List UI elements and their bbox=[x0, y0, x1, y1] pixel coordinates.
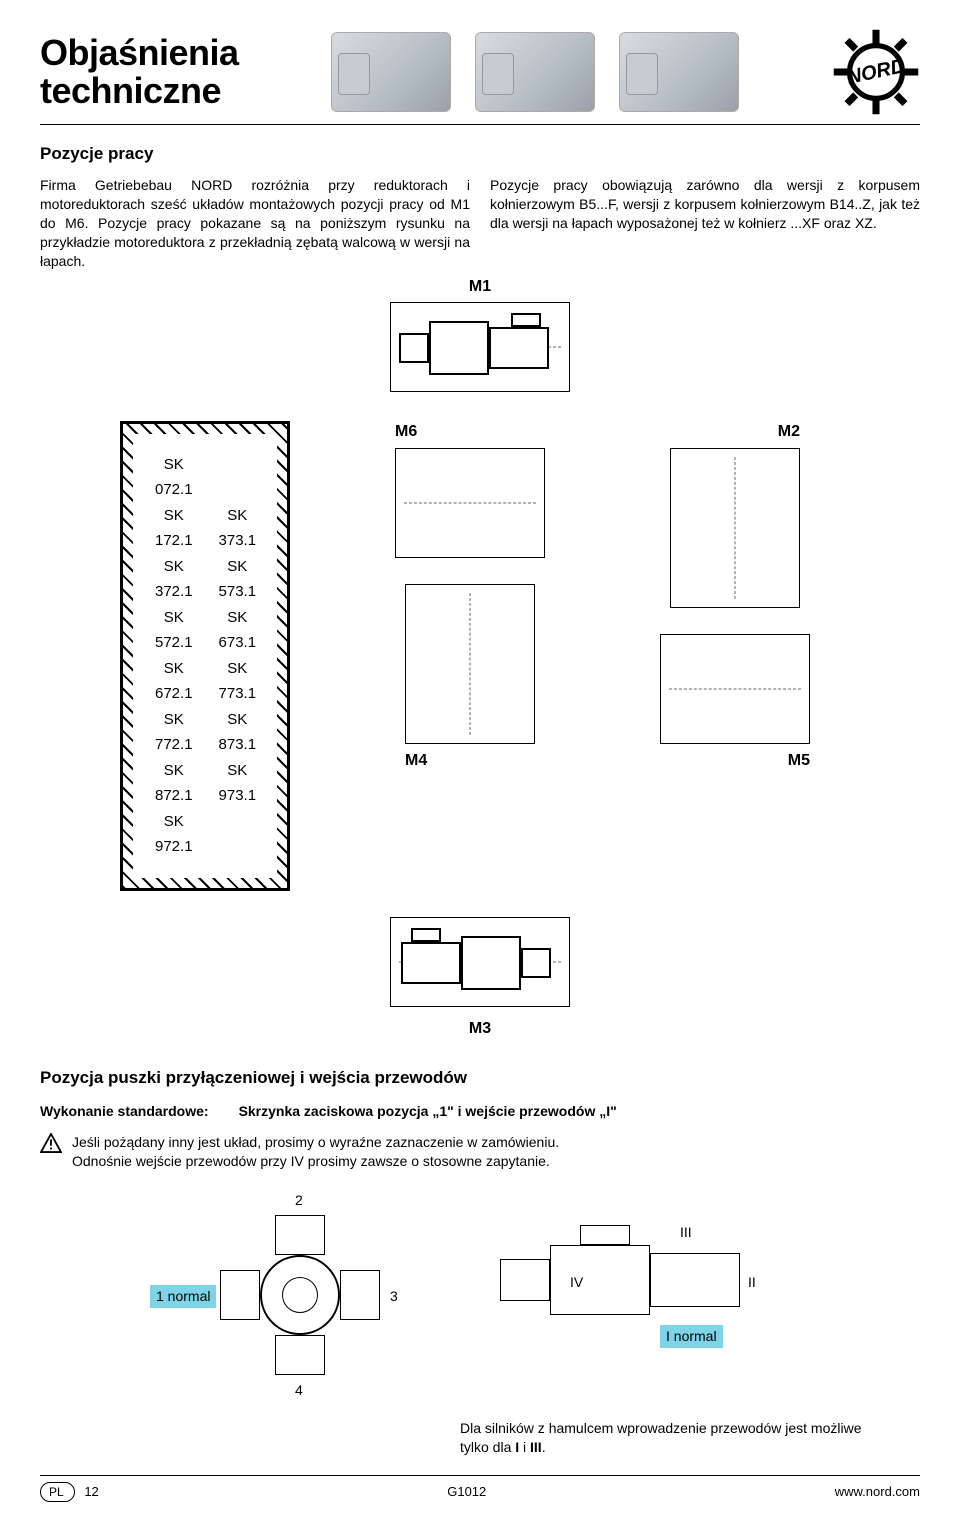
position-label-m6: M6 bbox=[395, 421, 545, 443]
product-image bbox=[475, 32, 595, 112]
page-number: 12 bbox=[84, 1484, 98, 1499]
sk-list-col2: SK 373.1SK 573.1SK 673.1SK 773.1SK 873.1… bbox=[219, 503, 257, 860]
cable-entry-3: III bbox=[680, 1223, 692, 1242]
sk-model-box: SK 072.1SK 172.1SK 372.1SK 572.1SK 672.1… bbox=[120, 421, 290, 891]
website-url: www.nord.com bbox=[835, 1483, 920, 1501]
sk-item: SK 672.1 bbox=[155, 656, 193, 707]
sk-item: SK 673.1 bbox=[219, 605, 257, 656]
position-label-m3: M3 bbox=[40, 1018, 920, 1040]
position-label-m4: M4 bbox=[405, 750, 535, 772]
sk-item: SK 573.1 bbox=[219, 554, 257, 605]
cable-entry-positions: III II IV I normal bbox=[480, 1185, 780, 1405]
section-title: Pozycje pracy bbox=[40, 143, 920, 166]
nord-logo: NORD bbox=[832, 28, 920, 116]
page-title-line1: Objaśnienia bbox=[40, 34, 239, 72]
diagram-m5 bbox=[660, 634, 810, 744]
cable-entry-4: IV bbox=[570, 1273, 583, 1292]
sk-list-col1: SK 072.1SK 172.1SK 372.1SK 572.1SK 672.1… bbox=[155, 452, 193, 860]
cable-entry-2: II bbox=[748, 1273, 756, 1292]
warning-text: Jeśli pożądany inny jest układ, prosimy … bbox=[72, 1133, 559, 1171]
sk-item: SK 973.1 bbox=[219, 758, 257, 809]
sk-item: SK 373.1 bbox=[219, 503, 257, 554]
position-label-m1: M1 bbox=[40, 276, 920, 298]
diagram-m6 bbox=[395, 448, 545, 558]
footer-note: Dla silników z hamulcem wprowadzenie prz… bbox=[460, 1419, 880, 1457]
standard-exec-value: Skrzynka zaciskowa pozycja „1" i wejście… bbox=[239, 1102, 617, 1121]
sk-item: SK 773.1 bbox=[219, 656, 257, 707]
section2-title: Pozycja puszki przyłączeniowej i wejścia… bbox=[40, 1067, 920, 1090]
terminal-pos-3: 3 bbox=[390, 1287, 398, 1306]
diagram-m1 bbox=[390, 302, 570, 392]
terminal-pos-2: 2 bbox=[295, 1191, 303, 1210]
divider bbox=[40, 124, 920, 125]
terminal-pos-4: 4 bbox=[295, 1381, 303, 1400]
sk-item: SK 072.1 bbox=[155, 452, 193, 503]
intro-paragraph-right: Pozycje pracy obowiązują zarówno dla wer… bbox=[490, 176, 920, 270]
page-title-line2: techniczne bbox=[40, 72, 239, 110]
divider bbox=[40, 1475, 920, 1476]
sk-item: SK 972.1 bbox=[155, 809, 193, 860]
sk-item: SK 872.1 bbox=[155, 758, 193, 809]
sk-item: SK 873.1 bbox=[219, 707, 257, 758]
sk-item: SK 172.1 bbox=[155, 503, 193, 554]
terminal-pos-1-normal: 1 normal bbox=[150, 1285, 216, 1308]
sk-item: SK 372.1 bbox=[155, 554, 193, 605]
sk-item: SK 572.1 bbox=[155, 605, 193, 656]
header-product-images bbox=[331, 32, 739, 112]
cable-entry-1-normal: I normal bbox=[660, 1325, 723, 1348]
product-image bbox=[331, 32, 451, 112]
doc-code: G1012 bbox=[447, 1483, 486, 1501]
standard-exec-label: Wykonanie standardowe: bbox=[40, 1102, 209, 1121]
sk-item: SK 772.1 bbox=[155, 707, 193, 758]
intro-paragraph-left: Firma Getriebebau NORD rozróżnia przy re… bbox=[40, 176, 470, 270]
diagram-m2 bbox=[670, 448, 800, 608]
product-image bbox=[619, 32, 739, 112]
diagram-m4 bbox=[405, 584, 535, 744]
position-label-m2: M2 bbox=[670, 421, 800, 443]
language-badge: PL bbox=[40, 1482, 75, 1502]
diagram-m3 bbox=[390, 917, 570, 1007]
logo-text: NORD bbox=[824, 20, 928, 124]
terminal-box-positions: 2 3 4 1 normal bbox=[180, 1185, 420, 1405]
warning-icon bbox=[40, 1133, 62, 1153]
